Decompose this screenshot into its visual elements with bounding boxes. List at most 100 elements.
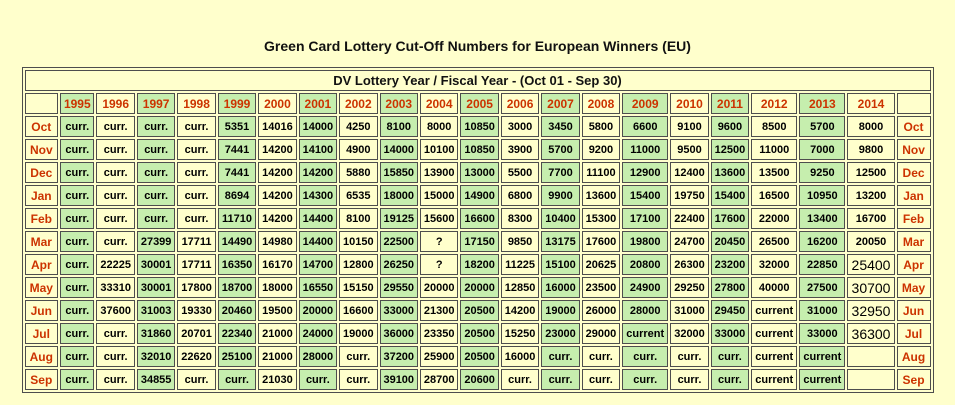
page: Green Card Lottery Cut-Off Numbers for E…: [21, 38, 934, 393]
year-header-2009: 2009: [622, 93, 669, 114]
cell-mar-2002: 10150: [339, 231, 378, 252]
cell-apr-1996: 22225: [96, 254, 135, 275]
cell-jul-1995: curr.: [60, 323, 95, 344]
cell-jun-2002: 16600: [339, 300, 378, 321]
cell-aug-2005: 20500: [460, 346, 499, 367]
cell-sep-2000: 21030: [258, 369, 297, 390]
cell-feb-2004: 15600: [419, 208, 459, 229]
cell-jun-2007: 19000: [541, 300, 580, 321]
month-row-jun: Jun curr. 37600 31003 19330 20460 19500 20000 16…: [24, 300, 931, 321]
cell-may-2007: 16000: [541, 277, 580, 298]
cell-mar-1999: 14490: [217, 231, 257, 252]
cell-mar-1998: 17711: [177, 231, 216, 252]
cell-jan-1998: curr.: [177, 185, 216, 206]
cell-may-2000: 18000: [258, 277, 297, 298]
cell-jul-2003: 36000: [379, 323, 418, 344]
cell-aug-1996: curr.: [96, 346, 135, 367]
cell-oct-2001: 14000: [298, 116, 338, 137]
month-label-right-jan: Jan: [896, 185, 931, 206]
cell-sep-2011: curr.: [710, 369, 750, 390]
cell-mar-2008: 17600: [581, 231, 621, 252]
cell-dec-1999: 7441: [217, 162, 257, 183]
cell-jul-2000: 21000: [258, 323, 297, 344]
cell-jul-2006: 15250: [500, 323, 540, 344]
cell-aug-2013: current: [799, 346, 846, 367]
cell-apr-2010: 26300: [670, 254, 709, 275]
cell-nov-1995: curr.: [60, 139, 95, 160]
cell-may-1996: 33310: [96, 277, 135, 298]
cell-jun-2009: 28000: [622, 300, 669, 321]
cell-dec-2006: 5500: [500, 162, 540, 183]
month-row-jul: Jul curr. curr. 31860 20701 22340 21000 24000 19…: [24, 323, 931, 344]
cell-feb-2000: 14200: [258, 208, 297, 229]
year-header-2008: 2008: [581, 93, 621, 114]
page-title: Green Card Lottery Cut-Off Numbers for E…: [264, 38, 691, 54]
cell-aug-2004: 25900: [419, 346, 459, 367]
cell-apr-1997: 30001: [136, 254, 176, 275]
cell-jan-2003: 18000: [379, 185, 418, 206]
cell-apr-2003: 26250: [379, 254, 418, 275]
month-label-right-dec: Dec: [896, 162, 931, 183]
cell-dec-2014: 12500: [847, 162, 895, 183]
cell-jul-2009: current: [622, 323, 669, 344]
cell-jan-1995: curr.: [60, 185, 95, 206]
cell-nov-2006: 3900: [500, 139, 540, 160]
year-header-2000: 2000: [258, 93, 297, 114]
cell-jul-2011: 33000: [710, 323, 750, 344]
cell-feb-1997: curr.: [136, 208, 176, 229]
cell-jul-1999: 22340: [217, 323, 257, 344]
cell-oct-2003: 8100: [379, 116, 418, 137]
month-row-sep: Sep curr. curr. 34855 curr. curr. 21030 curr. cu…: [24, 369, 931, 390]
cell-dec-1997: curr.: [136, 162, 176, 183]
cell-mar-2004: ?: [419, 231, 459, 252]
cell-jul-1997: 31860: [136, 323, 176, 344]
month-label-right-apr: Apr: [896, 254, 931, 275]
cell-jun-2013: 31000: [799, 300, 846, 321]
cell-apr-1998: 17711: [177, 254, 216, 275]
cell-apr-2009: 20800: [622, 254, 669, 275]
cell-jun-2003: 33000: [379, 300, 418, 321]
cell-sep-2004: 28700: [419, 369, 459, 390]
table-head: DV Lottery Year / Fiscal Year - (Oct 01 …: [24, 70, 931, 114]
year-header-2003: 2003: [379, 93, 418, 114]
year-header-2002: 2002: [339, 93, 378, 114]
cell-jan-2014: 13200: [847, 185, 895, 206]
cell-aug-2001: 28000: [298, 346, 338, 367]
month-row-apr: Apr curr. 22225 30001 17711 16350 16170 14700 12…: [24, 254, 931, 275]
cell-apr-2012: 32000: [751, 254, 798, 275]
cell-nov-1998: curr.: [177, 139, 216, 160]
cell-feb-2009: 17100: [622, 208, 669, 229]
cell-may-2001: 16550: [298, 277, 338, 298]
cell-oct-2011: 9600: [710, 116, 750, 137]
cell-may-2003: 29550: [379, 277, 418, 298]
cell-apr-2008: 20625: [581, 254, 621, 275]
cell-sep-1998: curr.: [177, 369, 216, 390]
cell-dec-1998: curr.: [177, 162, 216, 183]
cell-jan-2010: 19750: [670, 185, 709, 206]
cell-may-2009: 24900: [622, 277, 669, 298]
cell-jul-2007: 23000: [541, 323, 580, 344]
month-label-left-jul: Jul: [24, 323, 59, 344]
cell-dec-2004: 13900: [419, 162, 459, 183]
year-header-1995: 1995: [60, 93, 95, 114]
cell-jan-2008: 13600: [581, 185, 621, 206]
cell-jan-2013: 10950: [799, 185, 846, 206]
year-header-2005: 2005: [460, 93, 499, 114]
cell-aug-2002: curr.: [339, 346, 378, 367]
cell-mar-2013: 16200: [799, 231, 846, 252]
cell-feb-1998: curr.: [177, 208, 216, 229]
cell-mar-2014: 20050: [847, 231, 895, 252]
cell-oct-2006: 3000: [500, 116, 540, 137]
cell-feb-2005: 16600: [460, 208, 499, 229]
cell-aug-2010: curr.: [670, 346, 709, 367]
cell-dec-1996: curr.: [96, 162, 135, 183]
month-label-left-feb: Feb: [24, 208, 59, 229]
cell-may-2008: 23500: [581, 277, 621, 298]
cell-jun-1998: 19330: [177, 300, 216, 321]
cell-oct-2010: 9100: [670, 116, 709, 137]
cell-nov-1996: curr.: [96, 139, 135, 160]
cell-may-2011: 27800: [710, 277, 750, 298]
month-row-jan: Jan curr. curr. curr. curr. 8694 14200 14300 653…: [24, 185, 931, 206]
cell-jul-1996: curr.: [96, 323, 135, 344]
month-row-may: May curr. 33310 30001 17800 18700 18000 16550 15…: [24, 277, 931, 298]
